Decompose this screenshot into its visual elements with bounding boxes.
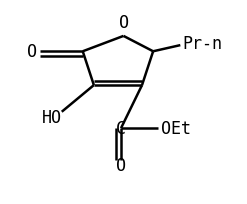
Text: O: O: [119, 14, 128, 32]
Text: OEt: OEt: [161, 120, 191, 137]
Text: C: C: [116, 120, 126, 137]
Text: HO: HO: [42, 108, 62, 126]
Text: O: O: [116, 156, 126, 174]
Text: O: O: [27, 42, 37, 60]
Text: Pr-n: Pr-n: [182, 35, 222, 53]
